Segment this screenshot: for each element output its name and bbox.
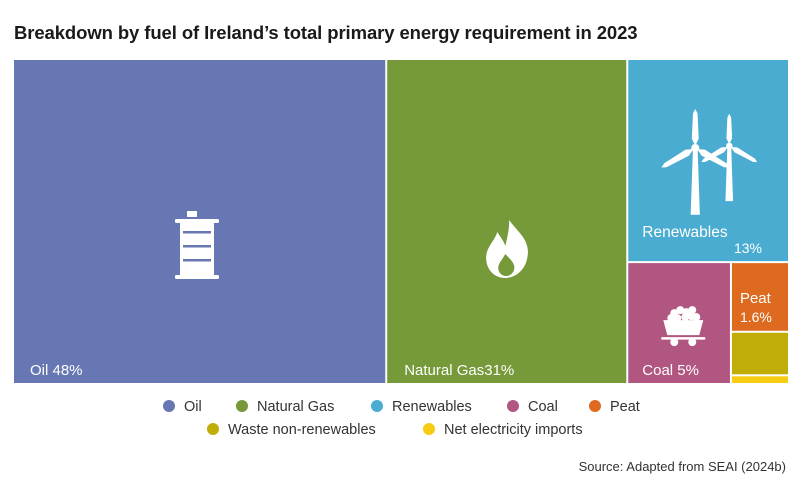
segment-coal[interactable]: Coal 5%	[628, 263, 730, 383]
legend-item-waste[interactable]: Waste non-renewables	[207, 422, 376, 438]
peat-label: Peat	[740, 290, 772, 307]
renewables-pct: 13%	[734, 240, 762, 256]
legend-swatch-waste	[207, 423, 219, 435]
legend-item-renewables[interactable]: Renewables	[371, 399, 472, 415]
imports-label: Imports	[739, 478, 767, 487]
legend-swatch-oil	[163, 400, 175, 412]
source-note: Source: Adapted from SEAI (2024b)	[578, 459, 786, 474]
waste-label: Waste	[740, 410, 782, 427]
legend-item-natural-gas[interactable]: Natural Gas	[236, 399, 334, 415]
legend-item-peat[interactable]: Peat	[589, 399, 640, 415]
legend-label-coal: Coal	[528, 399, 558, 415]
treemap-rect[interactable]	[731, 263, 788, 331]
oil-label: Oil 48%	[30, 362, 83, 379]
chart-title: Breakdown by fuel of Ireland’s total pri…	[14, 22, 638, 43]
treemap-rect[interactable]	[731, 332, 788, 375]
legend-swatch-imports	[423, 423, 435, 435]
wind-turbine-icon	[701, 113, 758, 202]
treemap-rect[interactable]	[387, 60, 627, 383]
legend-item-oil[interactable]: Oil	[163, 399, 202, 415]
legend-item-coal[interactable]: Coal	[507, 399, 558, 415]
legend-label-waste: Waste non-renewables	[228, 422, 376, 438]
segment-oil[interactable]: Oil 48%	[14, 60, 386, 383]
waste-pct: 1%	[740, 422, 760, 438]
oil-barrel-icon	[175, 211, 219, 279]
natural-gas-label: Natural Gas31%	[404, 362, 514, 379]
legend-label-oil: Oil	[184, 399, 202, 415]
legend-swatch-natural-gas	[236, 400, 248, 412]
peat-pct: 1.6%	[740, 309, 772, 325]
renewables-label: Renewables	[642, 224, 728, 241]
legend-label-renewables: Renewables	[392, 399, 472, 415]
legend-label-natural-gas: Natural Gas	[257, 399, 335, 415]
segment-natural-gas[interactable]: Natural Gas31%	[387, 60, 627, 383]
flame-icon	[486, 220, 528, 278]
legend-item-imports[interactable]: Net electricity imports	[423, 422, 583, 438]
treemap-rect[interactable]	[628, 60, 788, 262]
legend-label-peat: Peat	[610, 399, 640, 415]
legend-swatch-coal	[507, 400, 519, 412]
legend-swatch-peat	[589, 400, 601, 412]
wind-turbine-icon	[661, 108, 730, 215]
legend-swatch-renewables	[371, 400, 383, 412]
segment-net-electricity-imports[interactable]: Imports0.2%	[731, 376, 788, 487]
segment-peat[interactable]: Peat 1.6%	[731, 263, 788, 331]
legend-label-imports: Net electricity imports	[444, 422, 583, 438]
treemap-rect[interactable]	[731, 376, 788, 383]
coal-label: Coal 5%	[642, 362, 699, 379]
segment-renewables[interactable]: Renewables 13%	[628, 60, 788, 262]
coal-cart-icon	[661, 306, 706, 347]
